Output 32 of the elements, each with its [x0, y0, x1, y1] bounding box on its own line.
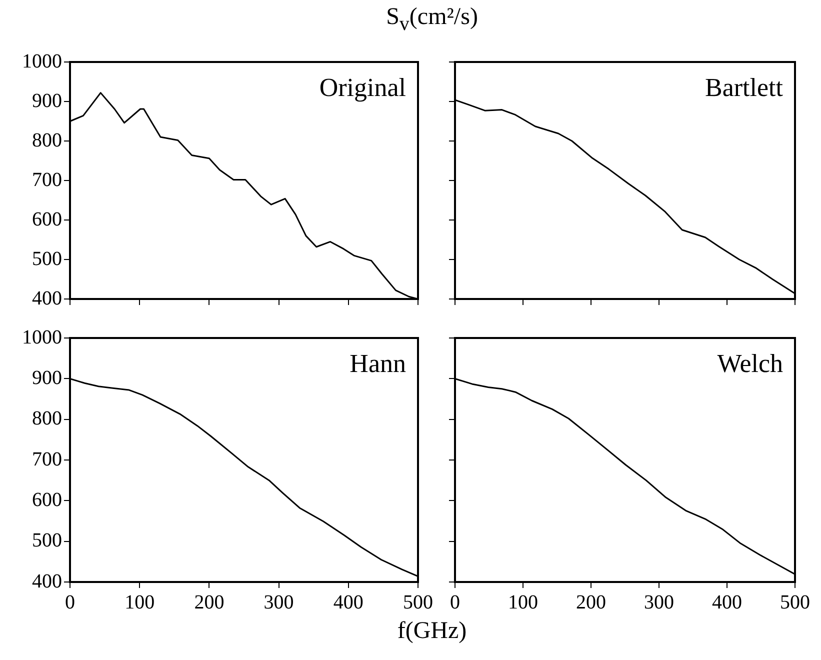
chart-title: Original	[319, 72, 406, 102]
x-tick-label: 300	[644, 591, 674, 614]
y-tick-label: 500	[32, 248, 62, 270]
x-tick-label: 200	[194, 591, 224, 614]
x-axis-title: f(GHz)	[397, 618, 467, 645]
y-tick-label: 600	[32, 488, 62, 511]
y-tick-label: 700	[32, 448, 62, 470]
chart-title: Bartlett	[705, 72, 784, 102]
x-tick-label: 200	[576, 591, 606, 614]
y-tick-label: 400	[32, 287, 62, 310]
y-tick-label: 400	[32, 570, 62, 592]
y-tick-label: 800	[32, 408, 62, 430]
x-tick-label: 100	[124, 591, 155, 614]
x-tick-label: 500	[780, 591, 810, 614]
chart-title: Hann	[350, 348, 406, 378]
y-tick-label: 700	[32, 168, 62, 191]
y-axis-title: S$_{v}$(cm²/s)	[386, 4, 478, 36]
x-tick-label: 500	[403, 591, 433, 614]
y-tick-label: 600	[32, 208, 62, 230]
y-tick-label: 500	[32, 530, 62, 552]
y-tick-label: 900	[32, 366, 62, 389]
x-tick-label: 100	[508, 591, 538, 614]
x-tick-label: 300	[264, 591, 294, 614]
y-tick-label: 800	[32, 129, 62, 152]
y-tick-label: 1000	[22, 326, 62, 348]
x-tick-label: 400	[712, 591, 742, 614]
y-tick-label: 1000	[22, 50, 62, 72]
x-tick-label: 0	[65, 591, 75, 614]
x-tick-label: 400	[333, 591, 364, 614]
y-tick-label: 900	[32, 90, 62, 112]
chart-title: Welch	[717, 348, 783, 378]
x-tick-label: 0	[450, 591, 460, 614]
